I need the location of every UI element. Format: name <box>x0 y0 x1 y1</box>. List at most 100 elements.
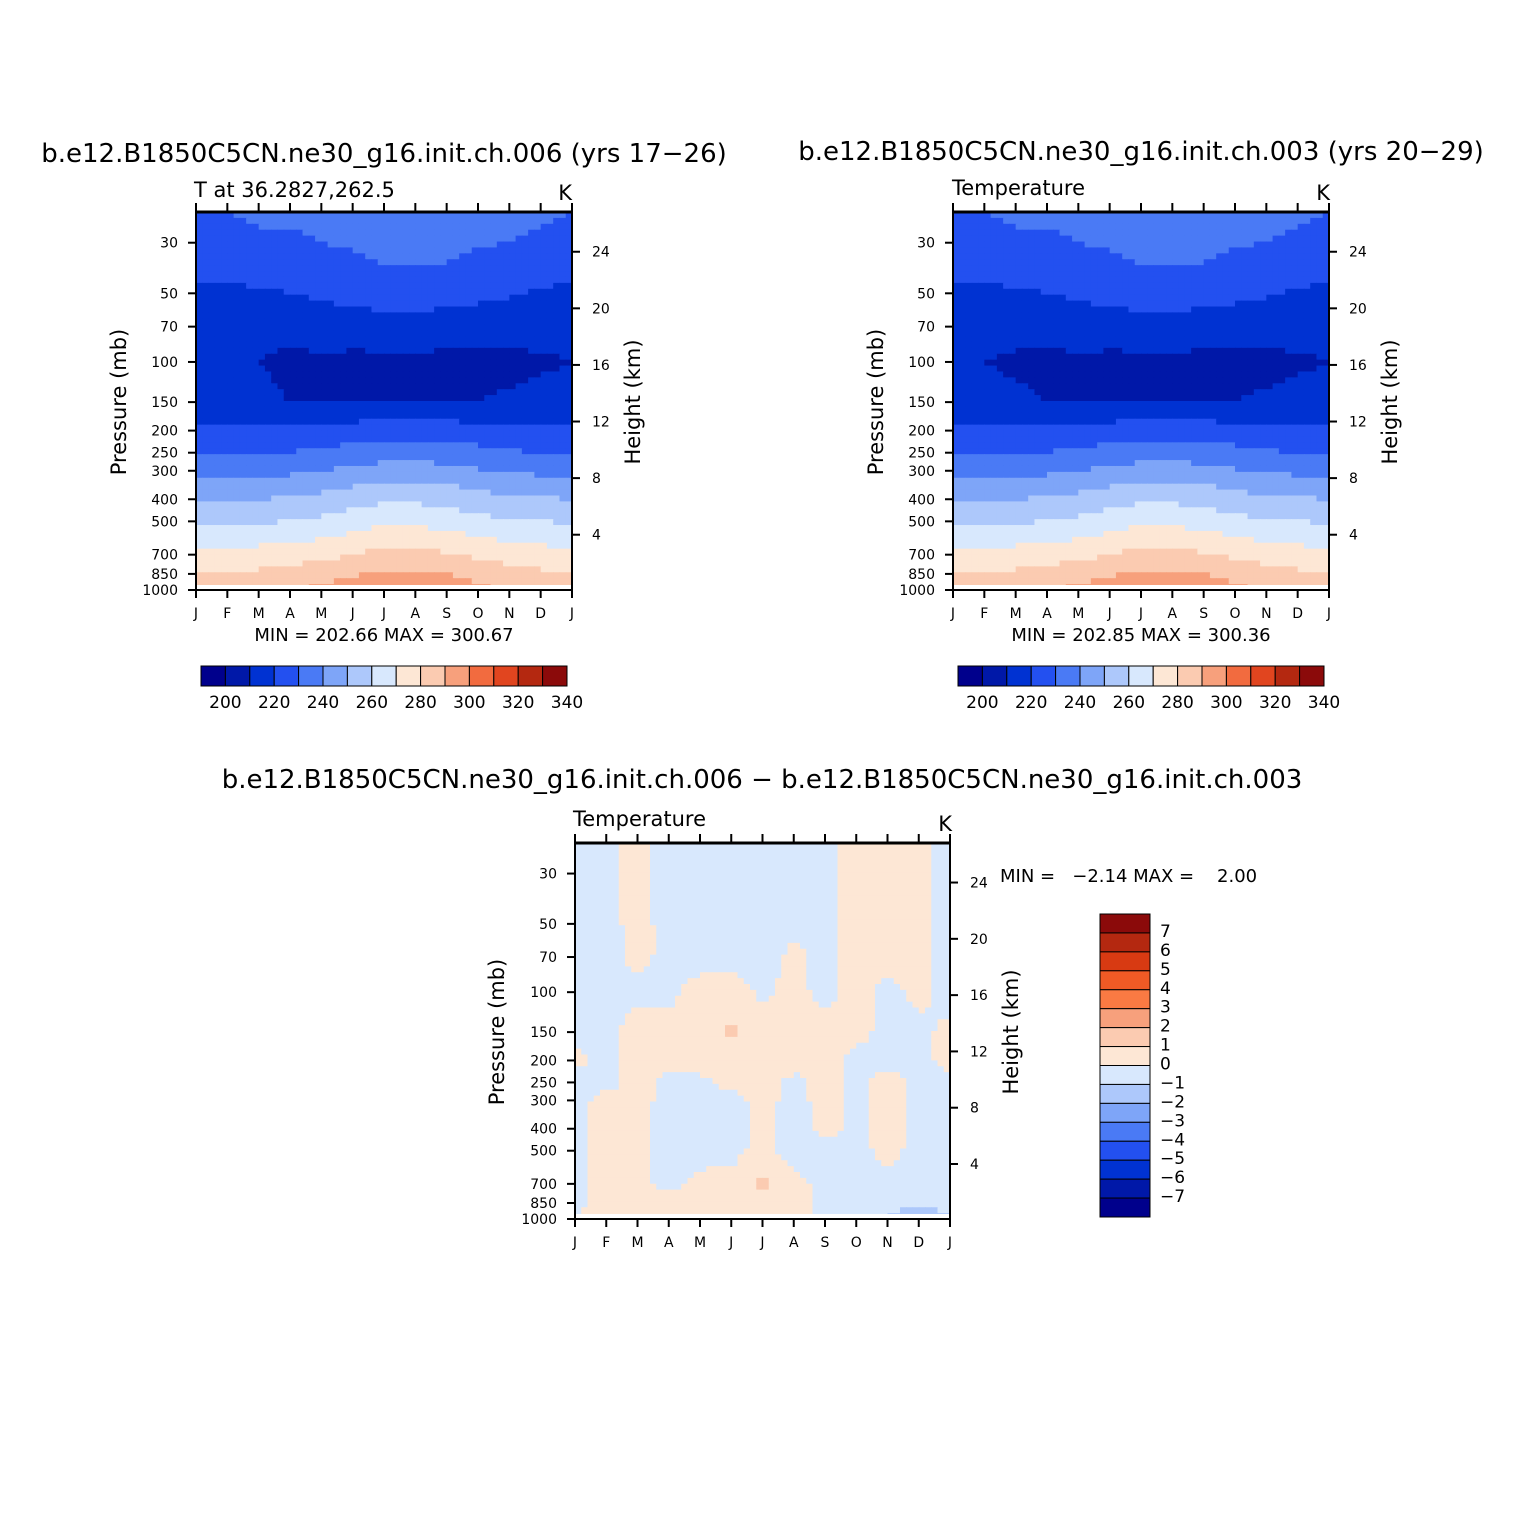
contour-cell <box>321 519 329 526</box>
contour-cell <box>290 300 297 308</box>
contour-cell <box>1184 247 1192 254</box>
contour-cell <box>490 477 498 485</box>
contour-cell <box>1166 294 1173 302</box>
contour-cell <box>528 288 535 296</box>
contour-cell <box>239 336 247 343</box>
contour-cell <box>271 513 279 520</box>
contour-cell <box>553 507 561 514</box>
contour-cell <box>1065 259 1073 266</box>
contour-cell <box>478 306 485 314</box>
contour-cell <box>214 353 222 361</box>
contour-cell <box>1103 212 1111 219</box>
contour-cell <box>358 288 366 296</box>
contour-cell <box>258 306 266 314</box>
contour-cell <box>196 235 203 243</box>
contour-cell <box>377 241 385 249</box>
y-axis-label: Pressure (mb) <box>107 329 131 476</box>
contour-cell <box>409 430 416 438</box>
contour-cell <box>515 235 523 243</box>
contour-cell <box>315 418 322 426</box>
contour-cell <box>321 495 329 503</box>
contour-cell <box>1003 306 1010 314</box>
contour-cell <box>528 477 535 485</box>
contour-cell <box>503 294 510 302</box>
contour-cell <box>396 300 404 308</box>
contour-cell <box>459 483 467 491</box>
contour-cell <box>283 336 291 343</box>
contour-cell <box>233 430 241 438</box>
contour-cell <box>258 530 266 538</box>
contour-cell <box>528 294 535 302</box>
x-tick-label: J <box>350 606 355 622</box>
contour-cell <box>390 572 398 579</box>
contour-cell <box>421 483 429 491</box>
contour-cell <box>1021 265 1029 272</box>
contour-cell <box>358 336 366 343</box>
contour-cell <box>352 306 360 314</box>
contour-cell <box>371 566 379 573</box>
contour-cell <box>521 235 529 243</box>
contour-cell <box>290 229 297 237</box>
contour-cell <box>346 347 354 355</box>
contour-cell <box>214 359 222 367</box>
contour-cell <box>471 282 479 290</box>
contour-cell <box>490 513 498 520</box>
contour-cell <box>384 519 391 526</box>
contour-cell <box>459 241 467 249</box>
contour-cell <box>446 542 454 550</box>
contour-cell <box>1247 300 1255 308</box>
contour-cell <box>478 341 485 349</box>
contour-cell <box>327 306 335 314</box>
contour-cell <box>953 271 960 278</box>
contour-cell <box>528 560 535 567</box>
contour-cell <box>478 300 485 308</box>
contour-cell <box>358 294 366 302</box>
contour-cell <box>402 489 410 497</box>
contour-cell <box>1166 271 1173 278</box>
contour-cell <box>515 448 523 455</box>
contour-cell <box>246 271 253 278</box>
contour-cell <box>333 217 341 225</box>
contour-cell <box>996 241 1004 249</box>
contour-cell <box>214 217 222 225</box>
contour-cell <box>252 519 260 526</box>
contour-cell <box>509 436 517 443</box>
contour-cell <box>471 253 479 260</box>
contour-cell <box>377 294 385 302</box>
contour-cell <box>202 365 210 373</box>
contour-cell <box>559 572 567 579</box>
contour-cell <box>258 412 266 420</box>
contour-cell <box>390 212 398 219</box>
contour-cell <box>546 259 554 266</box>
contour-cell <box>1097 223 1104 231</box>
contour-cell <box>246 566 253 573</box>
contour-cell <box>271 495 279 503</box>
contour-cell <box>371 448 379 455</box>
contour-cell <box>377 389 385 396</box>
contour-cell <box>509 572 517 579</box>
contour-cell <box>427 276 435 284</box>
contour-cell <box>196 371 203 378</box>
contour-cell <box>296 412 304 420</box>
contour-cell <box>1266 294 1274 302</box>
contour-cell <box>377 530 385 538</box>
contour-cell <box>496 572 504 579</box>
contour-cell <box>308 495 316 503</box>
contour-cell <box>1278 294 1286 302</box>
contour-cell <box>321 436 329 443</box>
contour-cell <box>1216 306 1224 314</box>
contour-cell <box>214 536 222 544</box>
contour-cell <box>208 483 216 491</box>
contour-cell <box>208 324 216 331</box>
contour-cell <box>258 489 266 497</box>
contour-cell <box>333 336 341 343</box>
contour-cell <box>503 412 510 420</box>
contour-cell <box>340 424 347 432</box>
contour-cell <box>515 566 523 573</box>
contour-cell <box>465 436 473 443</box>
contour-cell <box>1278 282 1286 290</box>
contour-cell <box>521 306 529 314</box>
contour-cell <box>1065 282 1073 290</box>
contour-cell <box>409 265 416 272</box>
contour-cell <box>434 525 441 532</box>
